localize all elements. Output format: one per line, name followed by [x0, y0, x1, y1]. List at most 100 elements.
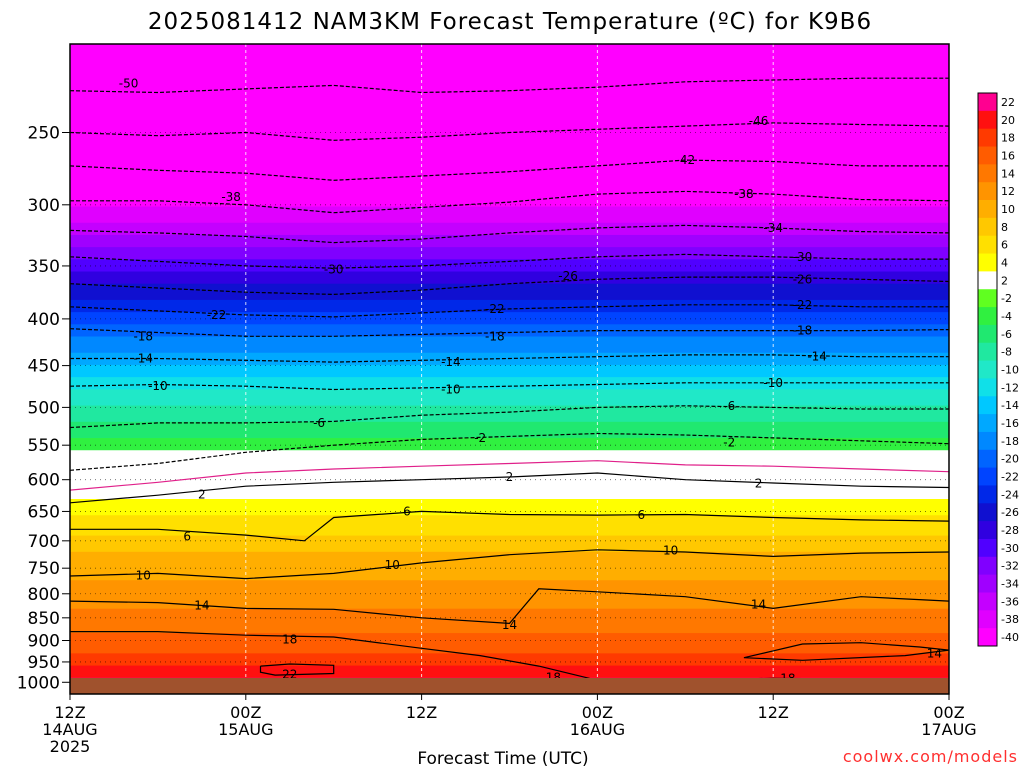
isotherm-label: -18: [133, 329, 153, 343]
colorbar-swatch: [978, 253, 997, 272]
isotherm-label: -6: [313, 416, 325, 430]
isotherm-label: -18: [485, 329, 505, 343]
colorbar-label: -36: [1001, 595, 1019, 608]
colorbar-label: 14: [1001, 167, 1015, 180]
field-band: [70, 665, 949, 671]
isotherm-label: -2: [474, 431, 486, 445]
isotherm-line: [70, 159, 949, 181]
field-band: [70, 68, 949, 74]
colorbar-swatch: [978, 378, 997, 397]
pressure-axis: 2503003504004505005506006507007508008509…: [17, 123, 70, 693]
colorbar-label: -4: [1001, 310, 1012, 323]
pressure-tick-label: 400: [28, 310, 60, 330]
colorbar-label: -24: [1001, 488, 1019, 501]
time-tick-label: 15AUG: [218, 720, 273, 739]
field-band: [70, 165, 949, 171]
colorbar-swatch: [978, 110, 997, 130]
isotherm-label: 14: [751, 598, 766, 612]
isotherm-label: -50: [119, 77, 139, 91]
field-band: [70, 117, 949, 122]
colorbar-swatch: [978, 182, 997, 201]
colorbar-label: -30: [1001, 542, 1019, 555]
colorbar-swatch: [978, 128, 997, 147]
field-band: [70, 527, 949, 533]
pressure-tick-label: 700: [28, 532, 60, 552]
field-band: [70, 352, 949, 358]
isotherm-line: [70, 460, 949, 491]
field-band: [70, 600, 949, 606]
field-band: [70, 324, 949, 329]
colorbar-label: -2: [1001, 292, 1012, 305]
field-band: [70, 279, 949, 285]
isotherm-label: -18: [793, 324, 813, 338]
time-tick-label: 00Z: [230, 703, 261, 722]
field-band: [70, 247, 949, 252]
field-band: [70, 332, 949, 338]
field-band: [70, 263, 949, 269]
field-band: [70, 494, 949, 500]
isotherm-label: 6: [183, 529, 191, 543]
isotherm-line: [70, 190, 949, 214]
field-band: [70, 121, 949, 126]
colorbar-swatch: [978, 307, 997, 326]
isotherm-label: -10: [441, 383, 461, 397]
field-band: [70, 316, 949, 321]
colorbar-swatch: [978, 592, 997, 611]
field-band: [70, 369, 949, 374]
colorbar-swatch: [978, 342, 997, 361]
temperature-field: [70, 44, 949, 694]
pressure-tick-label: 450: [28, 357, 60, 377]
field-band: [70, 320, 949, 325]
field-band: [70, 64, 949, 69]
field-band: [70, 633, 949, 638]
isotherm-label: -10: [148, 379, 168, 393]
isotherm-line: [70, 304, 949, 318]
field-band: [70, 535, 949, 541]
isotherm-label: 6: [403, 504, 411, 518]
isotherm-label: -26: [793, 272, 813, 286]
field-band: [70, 328, 949, 334]
field-band: [70, 104, 949, 110]
colorbar-swatch: [978, 610, 997, 629]
field-band: [70, 417, 949, 423]
field-band: [70, 52, 949, 57]
field-band: [70, 226, 949, 232]
field-band: [70, 295, 949, 301]
colorbar-label: -22: [1001, 471, 1019, 484]
pressure-tick-label: 250: [28, 123, 60, 143]
colorbar-swatch: [978, 574, 997, 593]
field-band: [70, 511, 949, 516]
field-band: [70, 202, 949, 208]
isotherm-label: 2: [198, 488, 206, 502]
isotherm-label: -14: [807, 350, 827, 364]
time-tick-label: 14AUG: [42, 720, 97, 739]
field-band: [70, 96, 949, 102]
field-band: [70, 438, 949, 443]
colorbar-label: -38: [1001, 613, 1019, 626]
field-band: [70, 482, 949, 488]
colorbar-label: -20: [1001, 453, 1019, 466]
field-band: [70, 214, 949, 220]
field-band: [70, 503, 949, 508]
isotherm-label: -22: [207, 308, 227, 322]
time-tick-label: 12Z: [406, 703, 437, 722]
isotherm-label: -30: [324, 262, 344, 276]
field-band: [70, 137, 949, 143]
time-tick-label: 2025: [50, 737, 91, 756]
field-band: [70, 588, 949, 594]
field-band: [70, 401, 949, 407]
field-band: [70, 129, 949, 134]
field-band: [70, 519, 949, 524]
field-band: [70, 564, 949, 569]
isotherm-label: -34: [763, 221, 783, 235]
colorbar-swatch: [978, 538, 997, 558]
field-band: [70, 125, 949, 130]
field-band: [70, 576, 949, 581]
field-band: [70, 649, 949, 654]
field-band: [70, 421, 949, 427]
field-band: [70, 206, 949, 212]
field-band: [70, 44, 949, 49]
field-band: [70, 336, 949, 342]
field-band: [70, 60, 949, 65]
field-band: [70, 234, 949, 240]
